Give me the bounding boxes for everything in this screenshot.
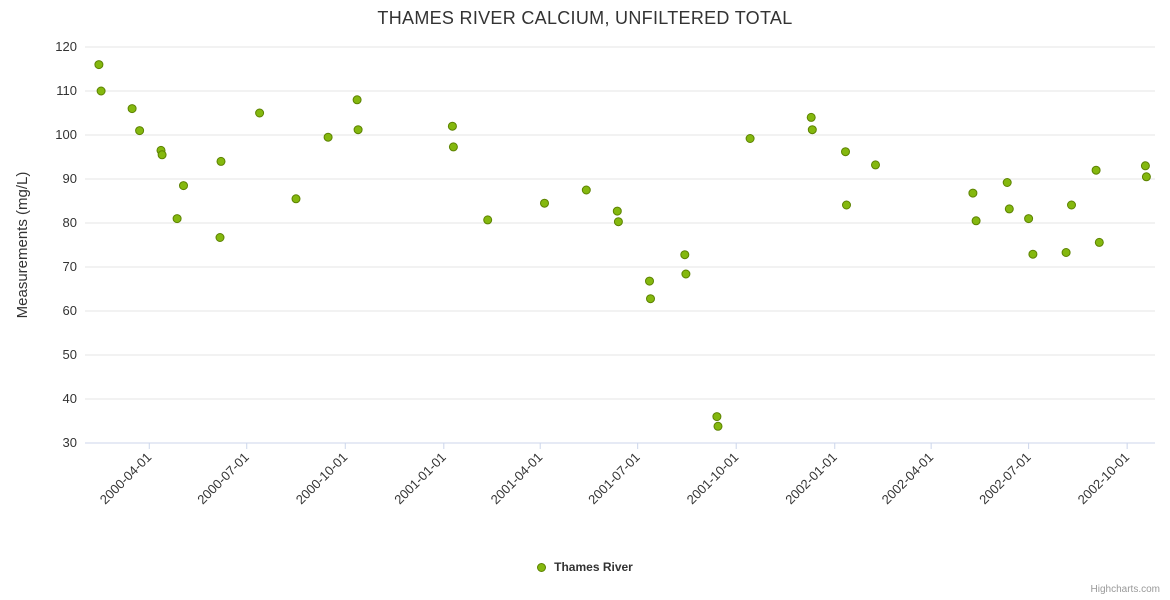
data-point[interactable] [806, 112, 816, 122]
y-axis-tick-label: 100 [55, 127, 77, 142]
data-point[interactable] [179, 181, 188, 191]
data-point[interactable] [216, 156, 226, 166]
x-axis-tick-label: 2000-10-01 [293, 450, 351, 508]
legend-item-thames-river[interactable]: Thames River [0, 560, 1170, 574]
x-axis-tick-label: 2001-07-01 [585, 450, 643, 508]
data-point[interactable] [842, 200, 851, 210]
data-point[interactable] [613, 217, 623, 227]
data-point[interactable] [807, 125, 817, 135]
data-point[interactable] [1061, 248, 1071, 257]
data-point[interactable] [291, 194, 301, 204]
data-point[interactable] [1024, 214, 1034, 224]
data-point[interactable] [127, 104, 137, 114]
data-point[interactable] [94, 60, 104, 70]
data-point[interactable] [681, 269, 691, 279]
legend-label: Thames River [554, 560, 633, 574]
y-axis-tick-label: 70 [63, 259, 77, 274]
x-axis-tick-label: 2000-04-01 [97, 450, 155, 508]
data-point[interactable] [871, 160, 880, 170]
data-point[interactable] [1004, 204, 1014, 214]
data-point[interactable] [968, 188, 978, 198]
data-point[interactable] [540, 198, 549, 208]
data-point[interactable] [255, 108, 265, 118]
data-point[interactable] [157, 150, 167, 160]
data-point[interactable] [841, 147, 850, 157]
data-point[interactable] [447, 121, 457, 131]
x-axis-tick-label: 2000-07-01 [194, 450, 252, 508]
data-point[interactable] [483, 215, 493, 225]
data-point[interactable] [712, 412, 722, 422]
legend-marker-icon [537, 562, 547, 572]
data-point[interactable] [1091, 165, 1101, 175]
y-axis-tick-label: 50 [63, 347, 77, 362]
data-point[interactable] [323, 132, 333, 142]
data-point[interactable] [1067, 200, 1076, 210]
data-point[interactable] [745, 134, 755, 143]
data-point[interactable] [1028, 249, 1038, 259]
data-point[interactable] [680, 250, 690, 260]
data-point[interactable] [646, 294, 655, 304]
highcharts-credits-link[interactable]: Highcharts.com [1090, 584, 1160, 595]
data-point[interactable] [1141, 172, 1151, 182]
x-axis-tick-label: 2002-04-01 [879, 450, 937, 508]
data-point[interactable] [448, 142, 458, 152]
x-axis-tick-label: 2002-07-01 [976, 450, 1034, 508]
data-point[interactable] [1002, 178, 1012, 187]
x-axis-tick-label: 2002-10-01 [1075, 450, 1133, 508]
data-point[interactable] [645, 276, 654, 286]
data-point[interactable] [1094, 237, 1104, 247]
chart-title: THAMES RIVER CALCIUM, UNFILTERED TOTAL [377, 8, 793, 28]
data-point[interactable] [135, 126, 145, 136]
data-point[interactable] [353, 125, 363, 135]
x-axis-tick-label: 2002-01-01 [782, 450, 840, 508]
y-axis-tick-label: 40 [63, 391, 77, 406]
data-point[interactable] [581, 185, 591, 195]
data-point[interactable] [172, 214, 182, 224]
data-point[interactable] [352, 95, 362, 105]
y-axis-tick-label: 30 [63, 435, 77, 450]
y-axis-tick-label: 120 [55, 39, 77, 54]
data-point[interactable] [215, 233, 225, 242]
data-point[interactable] [96, 86, 106, 96]
y-axis-tick-label: 60 [63, 303, 77, 318]
data-point[interactable] [612, 206, 622, 216]
y-axis-tick-label: 80 [63, 215, 77, 230]
y-axis-tick-label: 90 [63, 171, 77, 186]
data-point[interactable] [971, 216, 981, 226]
data-point[interactable] [1140, 161, 1150, 171]
data-point[interactable] [713, 421, 723, 431]
x-axis-tick-label: 2001-01-01 [391, 450, 449, 508]
x-axis-tick-label: 2001-10-01 [684, 450, 742, 508]
y-axis-tick-label: 110 [56, 83, 77, 98]
x-axis-tick-label: 2001-04-01 [488, 450, 546, 508]
